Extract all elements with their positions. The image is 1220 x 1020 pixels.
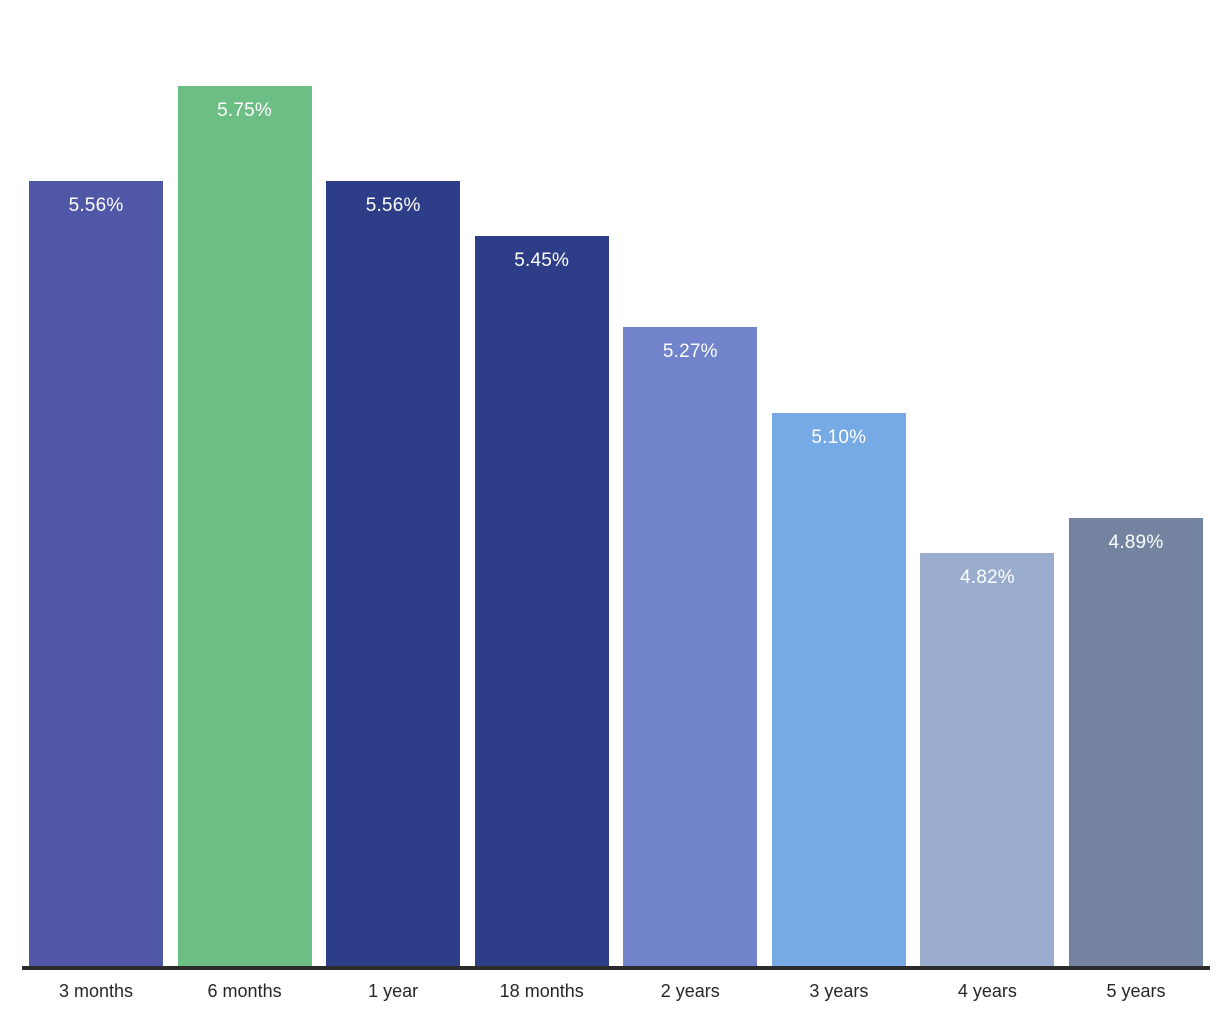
x-axis-label-3-months: 3 months: [58, 981, 134, 1001]
bar-3-years: 5.10%: [771, 412, 906, 966]
bar-value-label: 5.56%: [68, 195, 124, 217]
bar-5-years: 4.89%: [1068, 518, 1203, 966]
bar-value-label: 5.27%: [662, 341, 718, 363]
bar-6-months: 5.75%: [177, 85, 312, 966]
bar-value-label: 5.56%: [365, 195, 421, 217]
x-axis-label-3-years: 3 years: [809, 981, 869, 1001]
bar-value-label: 4.82%: [959, 567, 1015, 589]
bar-1-year: 5.56%: [326, 181, 461, 966]
x-axis-label-5-years: 5 years: [1106, 981, 1166, 1001]
bar-2-years: 5.27%: [623, 327, 758, 966]
bar-value-label: 5.10%: [811, 426, 867, 448]
bar-value-label: 4.89%: [1108, 532, 1164, 554]
x-axis-label-1-year: 1 year: [368, 981, 419, 1001]
bar-4-years: 4.82%: [920, 553, 1055, 966]
x-axis-label-18-months: 18 months: [499, 981, 584, 1001]
x-axis-label-2-years: 2 years: [660, 981, 720, 1001]
x-axis-line: [22, 966, 1210, 970]
x-axis-label-4-years: 4 years: [957, 981, 1017, 1001]
bar-3-months: 5.56%: [29, 181, 163, 966]
bar-value-label: 5.75%: [217, 99, 272, 121]
bar-value-label: 5.45%: [514, 250, 570, 272]
x-axis-label-6-months: 6 months: [207, 981, 282, 1001]
bar-18-months: 5.45%: [474, 236, 609, 966]
